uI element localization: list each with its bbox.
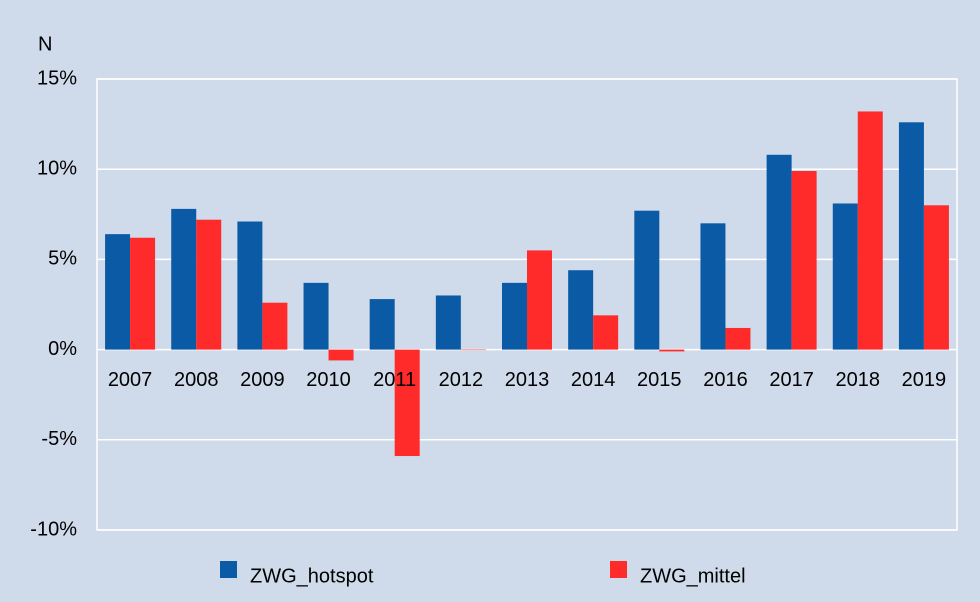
bar bbox=[700, 223, 726, 350]
y-tick-label: -5% bbox=[41, 428, 77, 450]
bar bbox=[105, 234, 131, 350]
y-tick-label: 5% bbox=[48, 248, 77, 270]
bar bbox=[196, 219, 222, 350]
bar bbox=[659, 349, 685, 352]
x-tick-label: 2007 bbox=[108, 369, 153, 391]
bar bbox=[791, 171, 817, 350]
bar bbox=[725, 327, 751, 350]
y-tick-label: -10% bbox=[30, 518, 77, 540]
x-tick-label: 2015 bbox=[637, 369, 682, 391]
bar bbox=[171, 208, 197, 350]
bar bbox=[923, 205, 949, 350]
x-tick-label: 2010 bbox=[306, 369, 351, 391]
bar bbox=[832, 203, 858, 350]
bar bbox=[435, 295, 461, 350]
chart-title: N bbox=[38, 33, 52, 55]
x-tick-label: 2012 bbox=[439, 369, 484, 391]
legend-swatch bbox=[610, 561, 627, 578]
bar bbox=[502, 282, 527, 350]
bar bbox=[568, 270, 594, 350]
bar bbox=[527, 250, 552, 350]
legend-label: ZWG_hotspot bbox=[250, 565, 374, 587]
bar bbox=[394, 349, 420, 457]
bar bbox=[369, 299, 395, 350]
bar bbox=[262, 302, 288, 350]
bar bbox=[766, 154, 792, 350]
bar bbox=[303, 282, 329, 350]
x-tick-label: 2014 bbox=[571, 369, 616, 391]
x-tick-label: 2009 bbox=[240, 369, 285, 391]
y-tick-label: 10% bbox=[37, 157, 77, 179]
bar bbox=[898, 122, 924, 350]
x-tick-label: 2016 bbox=[703, 369, 748, 391]
legend-swatch bbox=[220, 561, 237, 578]
x-tick-label: 2008 bbox=[174, 369, 219, 391]
x-tick-label: 2019 bbox=[902, 369, 947, 391]
y-tick-label: 15% bbox=[37, 67, 77, 89]
bar bbox=[328, 349, 354, 361]
bar bbox=[237, 221, 263, 350]
x-tick-label: 2013 bbox=[505, 369, 550, 391]
y-tick-label: 0% bbox=[48, 338, 77, 360]
bar bbox=[460, 349, 486, 351]
x-tick-label: 2017 bbox=[769, 369, 814, 391]
bar bbox=[130, 237, 156, 350]
bar bbox=[857, 111, 883, 350]
bar bbox=[593, 315, 619, 350]
x-tick-label: 2011 bbox=[373, 369, 416, 391]
legend-label: ZWG_mittel bbox=[640, 565, 746, 587]
x-tick-label: 2018 bbox=[836, 369, 881, 391]
bar bbox=[634, 210, 660, 350]
